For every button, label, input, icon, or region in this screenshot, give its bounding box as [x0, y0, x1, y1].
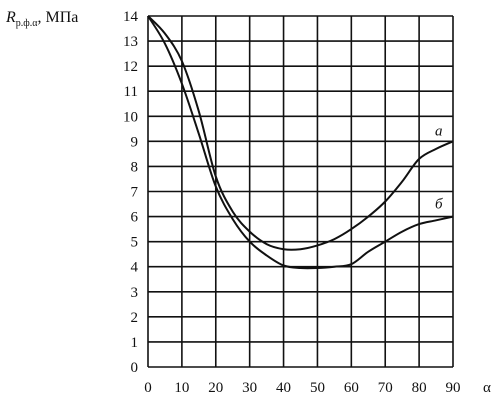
series-label: б	[435, 197, 443, 213]
x-tick-labels: 0 10 20 30 40 50 60 70 80 90	[144, 380, 460, 396]
y-tick-label: 6	[131, 210, 139, 226]
y-axis-label-symbol: R	[5, 9, 16, 26]
x-axis-label: α	[483, 380, 491, 396]
x-tick-label: 0	[144, 380, 152, 396]
grid	[147, 15, 454, 368]
y-tick-label: 10	[123, 109, 138, 125]
x-tick-label: 10	[174, 380, 189, 396]
y-tick-label: 14	[123, 9, 139, 25]
y-axis-label-unit: , МПа	[38, 9, 79, 26]
y-tick-label: 7	[131, 185, 139, 201]
y-tick-label: 1	[131, 335, 139, 351]
x-tick-label: 20	[208, 380, 223, 396]
x-tick-label: 70	[378, 380, 393, 396]
y-tick-label: 2	[131, 310, 139, 326]
x-tick-label: 90	[446, 380, 461, 396]
x-tick-label: 40	[276, 380, 291, 396]
y-tick-label: 8	[131, 159, 139, 175]
y-tick-label: 9	[131, 134, 139, 150]
x-tick-label: 50	[310, 380, 325, 396]
y-tick-label: 5	[131, 235, 139, 251]
series-labels: аб	[435, 123, 443, 212]
y-axis-label-subscript: р.ф.α	[16, 18, 38, 29]
x-tick-label: 80	[412, 380, 427, 396]
series-label: а	[435, 123, 443, 139]
y-tick-label: 0	[131, 360, 139, 376]
y-tick-label: 12	[123, 59, 138, 75]
y-tick-label: 3	[131, 285, 139, 301]
x-tick-label: 30	[242, 380, 257, 396]
series-line	[147, 15, 454, 270]
y-tick-label: 11	[124, 84, 138, 100]
series-layer	[147, 15, 454, 270]
series-line	[147, 15, 454, 251]
y-axis-label: Rр.ф.α, МПа	[5, 9, 78, 29]
y-tick-label: 13	[123, 34, 138, 50]
y-tick-label: 4	[131, 260, 139, 276]
x-tick-label: 60	[344, 380, 359, 396]
